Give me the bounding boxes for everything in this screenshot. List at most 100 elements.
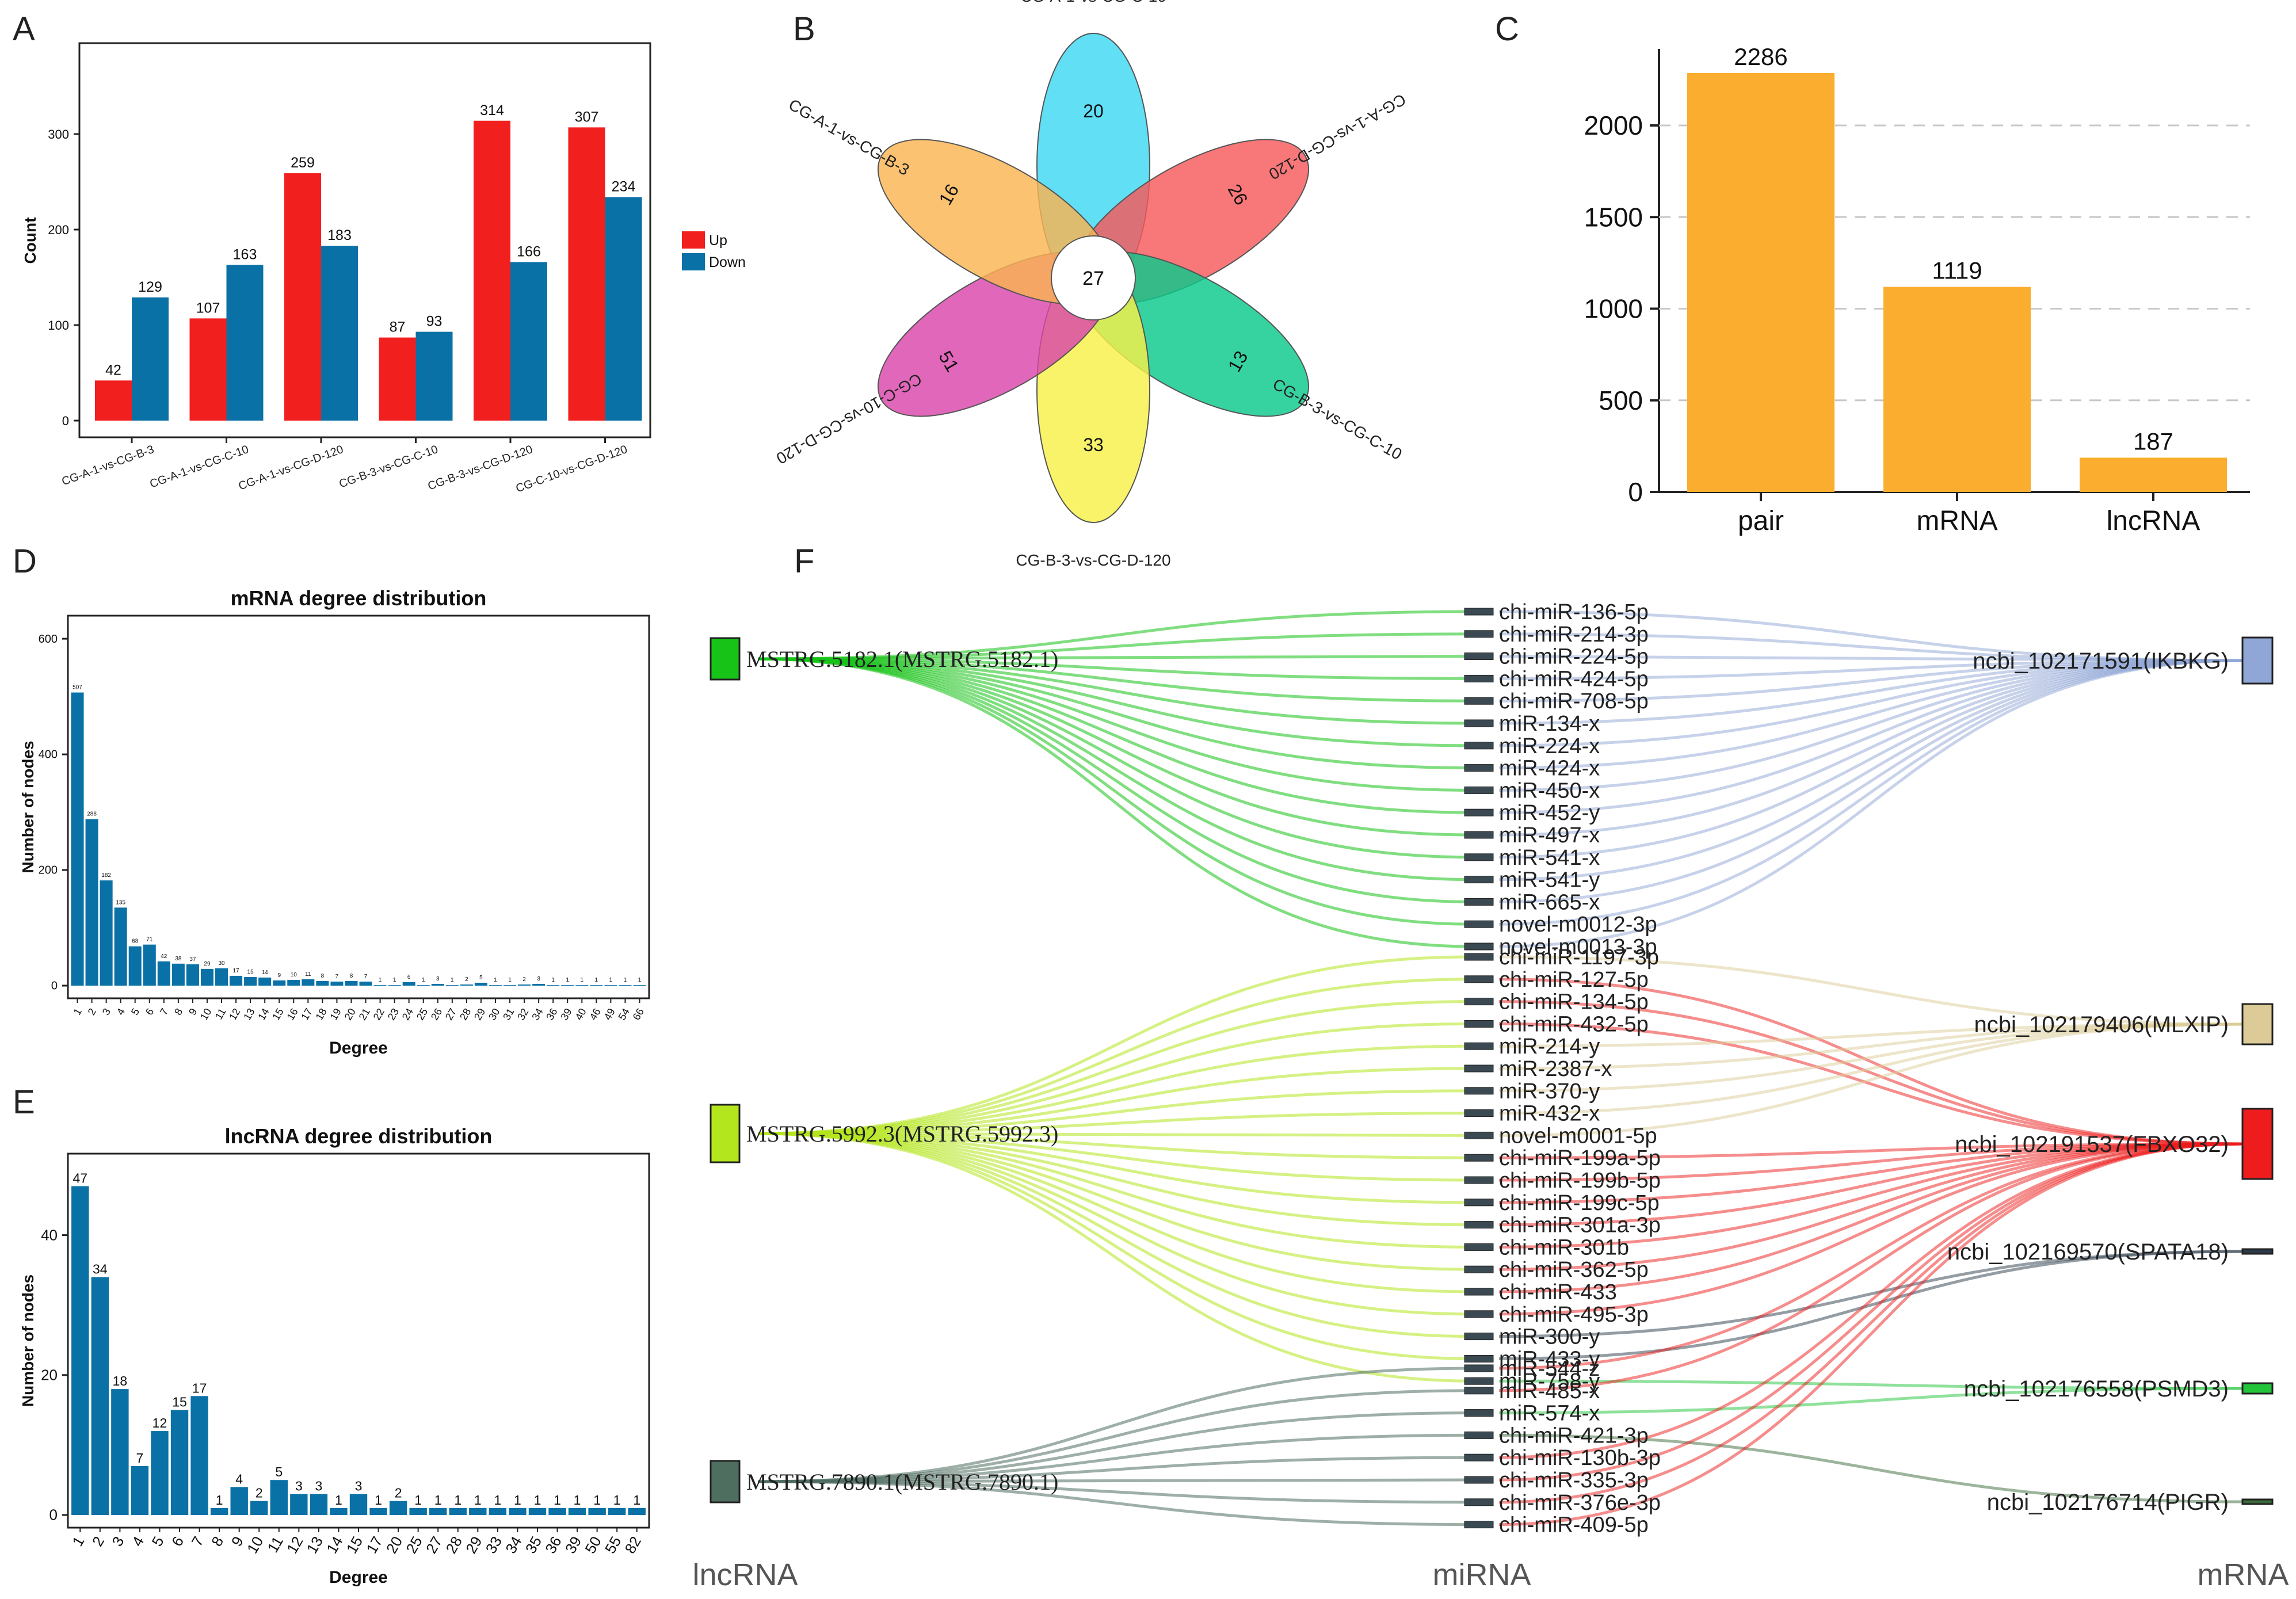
x-tick-label: 4 [115,1006,127,1017]
x-tick-label: 1 [68,1533,87,1550]
mrna-node [2241,1003,2274,1045]
data-label: 1 [574,1493,581,1508]
x-tick-label: lncRNA [2107,506,2200,536]
data-label: 6 [407,974,411,980]
data-label: 1 [474,1493,482,1508]
x-tick-label: 11 [213,1006,228,1021]
mirna-label: miR-541-x [1499,846,1600,870]
bar-down [415,331,453,421]
bar [359,981,372,986]
data-label: 1 [624,977,627,983]
mirna-label: chi-miR-224-5p [1499,645,1649,669]
x-tick-label: 15 [343,1533,366,1556]
data-label: 135 [116,899,125,906]
bar [561,984,574,986]
bar [349,1494,368,1515]
x-tick-label: 8 [172,1006,185,1017]
data-label: 12 [152,1415,167,1430]
y-tick-label: 200 [39,864,58,877]
mrna-node [2241,1498,2274,1505]
mirna-label: miR-224-x [1499,734,1600,758]
bar [171,963,185,986]
x-tick-label: 17 [299,1006,314,1022]
data-label: 3 [295,1479,303,1494]
x-tick-label: 29 [462,1533,485,1556]
data-label: 314 [480,102,504,119]
x-tick-label: 9 [186,1006,199,1017]
mirna-node [1464,652,1494,661]
data-label: 1 [514,1493,521,1508]
bar [489,1508,507,1515]
bar [244,976,257,986]
data-label: 1 [393,977,396,983]
mirna-node [1464,1310,1494,1318]
data-label: 1 [580,977,583,983]
bar [590,984,603,986]
mirna-node [1464,719,1494,727]
data-label: 68 [132,938,139,945]
bar [143,944,156,986]
panel-d-chart: mRNA degree distribution 0 200 400 600 Number… [19,586,650,1058]
bar [131,1466,149,1515]
bar-up [189,318,227,421]
bar-down [321,246,358,421]
venn-set-label: CG-B-3-vs-CG-D-120 [1016,551,1170,569]
sankey-link-mirna-mrna [1498,1250,2243,1360]
data-label: 8 [350,973,353,979]
x-tick-label: 11 [264,1533,287,1555]
mirna-label: chi-miR-130b-3p [1499,1446,1661,1470]
venn-set-label: CG-A-1-vs-CG-B-3 [785,96,912,179]
bar [250,1501,268,1515]
mirna-label: miR-370-y [1499,1079,1600,1104]
bar [186,964,199,986]
bar [474,982,487,986]
bar [345,980,358,986]
bar [449,1508,467,1515]
sankey-link-lnc-mirna [757,657,1474,837]
data-label: 17 [192,1380,207,1395]
sankey-link-mirna-mrna [1498,659,2243,948]
data-label: 129 [138,279,162,295]
data-label: 507 [73,685,82,691]
x-axis-title: Degree [329,1039,388,1058]
mirna-label: chi-miR-199b-5p [1499,1169,1661,1193]
y-tick-label: 200 [48,223,69,237]
mrna-label: ncbi_102176714(PIGR) [1987,1490,2229,1515]
bar [100,880,113,986]
data-label: 18 [113,1373,128,1388]
x-tick-label: 32 [515,1006,531,1022]
mirna-label: chi-miR-495-3p [1499,1303,1649,1327]
mirna-label: novel-m0013-3p [1499,935,1657,959]
x-tick-label: 24 [400,1006,415,1022]
y-tick-label: 0 [49,1506,58,1524]
x-tick-label: 35 [522,1533,545,1556]
y-tick-label: 100 [48,318,69,333]
bar [128,946,142,986]
mirna-label: chi-miR-127-5p [1499,968,1649,992]
mirna-node [1464,975,1494,983]
bar [568,1508,586,1515]
bar [388,984,401,986]
bar [91,1277,109,1515]
x-tick-label: 25 [414,1006,430,1022]
mirna-node [1464,920,1494,928]
data-label: 166 [517,243,541,259]
bar [409,1508,427,1515]
data-label: 34 [93,1262,108,1277]
data-label: 2 [255,1486,263,1501]
x-tick-label: 40 [573,1006,588,1022]
bar-up [568,127,605,421]
data-label: 1 [379,977,382,983]
x-tick-label: 26 [429,1006,444,1022]
mrna-label: ncbi_102191537(FBXO32) [1955,1132,2229,1157]
panel-letter-b: B [793,10,815,48]
mirna-label: miR-433-y [1499,1347,1600,1371]
x-tick-label: 54 [616,1006,632,1022]
bar [170,1410,189,1515]
bar-up [284,173,321,421]
x-tick-label: CG-A-1-vs-CG-D-120 [237,443,345,493]
lncrna-label: MSTRG.7890.1(MSTRG.7890.1) [746,1469,1058,1495]
data-label: 1 [451,977,454,983]
data-label: 3 [436,976,440,982]
